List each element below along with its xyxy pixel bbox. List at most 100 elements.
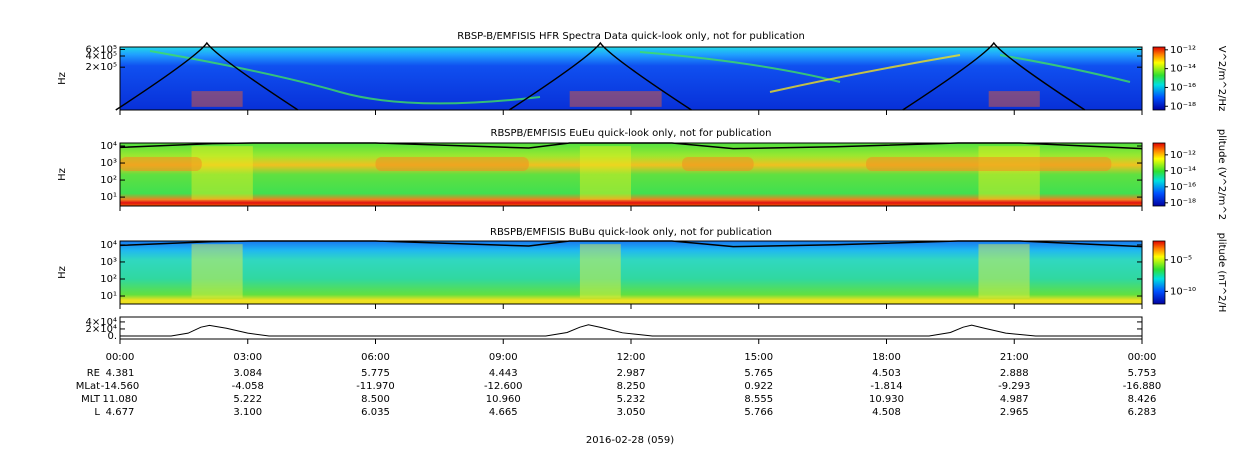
burst bbox=[579, 146, 631, 200]
panel-title: RBSPB/EMFISIS EuEu quick-look only, not … bbox=[491, 128, 772, 139]
panel-title: RBSPB/EMFISIS BuBu quick-look only, not … bbox=[490, 227, 772, 238]
ephemeris-value: 10.960 bbox=[486, 394, 521, 405]
emission-trace bbox=[999, 54, 1131, 83]
x-tick-label: 18:00 bbox=[872, 352, 901, 363]
burst bbox=[191, 91, 243, 107]
ephemeris-value: 5.222 bbox=[233, 394, 262, 405]
cyclotron-curve bbox=[508, 41, 692, 111]
emission-trace bbox=[639, 51, 841, 83]
ephemeris-value: 8.250 bbox=[617, 381, 646, 392]
colorbar-tick-label: 10⁻¹⁸ bbox=[1170, 101, 1196, 112]
ephemeris-value: 6.283 bbox=[1128, 407, 1157, 418]
x-tick-label: 06:00 bbox=[361, 352, 390, 363]
ephemeris-value: -16.880 bbox=[1123, 381, 1162, 392]
ephemeris-value: 0.922 bbox=[744, 381, 773, 392]
ephemeris-value: 2.965 bbox=[1000, 407, 1029, 418]
burst bbox=[191, 244, 243, 298]
ephemeris-value: 4.503 bbox=[872, 368, 901, 379]
band bbox=[120, 157, 202, 171]
colorbar-tick-label: 10⁻¹⁴ bbox=[1170, 166, 1196, 177]
y-tick-label: 10³ bbox=[100, 158, 117, 169]
ephemeris-value: -4.058 bbox=[232, 381, 264, 392]
x-tick-label: 09:00 bbox=[489, 352, 518, 363]
ephemeris-value: -1.814 bbox=[870, 381, 902, 392]
y-tick-label: 10³ bbox=[100, 257, 117, 268]
ephemeris-value: 5.766 bbox=[744, 407, 773, 418]
ephemeris-value: 3.050 bbox=[617, 407, 646, 418]
y-tick-label: 10¹ bbox=[100, 291, 117, 302]
ephemeris-value: 11.080 bbox=[103, 394, 138, 405]
x-tick-label: 00:00 bbox=[1128, 352, 1157, 363]
colorbar-tick-label: 10⁻⁵ bbox=[1170, 255, 1192, 266]
emission-trace bbox=[149, 50, 541, 105]
y-tick-label: 10⁴ bbox=[100, 141, 117, 152]
ephemeris-value: 4.987 bbox=[1000, 394, 1029, 405]
ephemeris-value: 8.555 bbox=[744, 394, 773, 405]
ephemeris-value: 2.987 bbox=[617, 368, 646, 379]
ephemeris-label: L bbox=[94, 407, 100, 418]
y-tick-label: 2×10⁴ bbox=[86, 324, 117, 335]
colorbar bbox=[1152, 240, 1166, 305]
band bbox=[375, 157, 529, 171]
x-tick-label: 21:00 bbox=[1000, 352, 1029, 363]
y-axis-label: Hz bbox=[57, 72, 68, 85]
y-tick-label: 4×10⁵ bbox=[86, 51, 117, 62]
y-tick-label: 2×10⁵ bbox=[86, 62, 117, 73]
ephemeris-label: MLat bbox=[76, 381, 100, 392]
colorbar bbox=[1152, 142, 1166, 207]
colorbar-tick-label: 10⁻¹⁴ bbox=[1170, 64, 1196, 75]
burst bbox=[579, 244, 621, 298]
colorbar-tick-label: 10⁻¹⁶ bbox=[1170, 82, 1196, 93]
y-tick-label: 0. bbox=[107, 331, 117, 342]
colorbar-tick-label: 10⁻¹² bbox=[1170, 45, 1196, 56]
ephemeris-label: RE bbox=[87, 368, 100, 379]
ephemeris-value: 4.381 bbox=[106, 368, 135, 379]
cyclotron-curve bbox=[115, 41, 299, 111]
ephemeris-value: 5.232 bbox=[617, 394, 646, 405]
colorbar-label: plitude (V^2/m^2 bbox=[1216, 129, 1227, 220]
colorbar-label: V^2/m^2/Hz bbox=[1216, 46, 1227, 112]
ephemeris-value: 5.765 bbox=[744, 368, 773, 379]
ephemeris-value: 5.753 bbox=[1128, 368, 1157, 379]
x-tick-label: 15:00 bbox=[744, 352, 773, 363]
colorbar-tick-label: 10⁻¹⁰ bbox=[1170, 286, 1196, 297]
ephemeris-value: -12.600 bbox=[484, 381, 523, 392]
colorbar-tick-label: 10⁻¹⁸ bbox=[1170, 198, 1196, 209]
ephemeris-value: -14.560 bbox=[101, 381, 140, 392]
colorbar-tick-label: 10⁻¹² bbox=[1170, 150, 1196, 161]
burst bbox=[988, 91, 1040, 107]
ephemeris-value: 8.426 bbox=[1128, 394, 1157, 405]
ephemeris-value: 3.084 bbox=[233, 368, 262, 379]
ephemeris-value: -11.970 bbox=[356, 381, 395, 392]
ephemeris-value: 4.443 bbox=[489, 368, 518, 379]
colorbar-label: plitude (nT^2/H bbox=[1216, 233, 1227, 313]
ephemeris-value: 6.035 bbox=[361, 407, 390, 418]
y-tick-label: 6×10⁵ bbox=[86, 44, 117, 55]
ephemeris-value: 10.930 bbox=[869, 394, 904, 405]
emission-trace bbox=[769, 54, 961, 93]
band bbox=[682, 157, 754, 171]
y-axis-label: Hz bbox=[57, 266, 68, 279]
ephemeris-value: 2.888 bbox=[1000, 368, 1029, 379]
spectrogram-image bbox=[120, 143, 1142, 206]
ephemeris-label: MLT bbox=[81, 394, 101, 405]
y-tick-label: 10¹ bbox=[100, 192, 117, 203]
y-tick-label: 10⁴ bbox=[100, 240, 117, 251]
x-tick-label: 12:00 bbox=[617, 352, 646, 363]
ephemeris-value: 4.665 bbox=[489, 407, 518, 418]
ephemeris-value: -9.293 bbox=[998, 381, 1030, 392]
colorbar-tick-label: 10⁻¹⁶ bbox=[1170, 182, 1196, 193]
burst bbox=[978, 146, 1040, 200]
y-tick-label: 4×10⁴ bbox=[86, 317, 117, 328]
ephemeris-value: 4.508 bbox=[872, 407, 901, 418]
burst bbox=[569, 91, 662, 107]
ephemeris-value: 8.500 bbox=[361, 394, 390, 405]
band bbox=[866, 157, 1112, 171]
ephemeris-value: 4.677 bbox=[106, 407, 135, 418]
burst bbox=[978, 244, 1030, 298]
y-tick-label: 10² bbox=[100, 274, 117, 285]
y-axis-label: Hz bbox=[57, 168, 68, 181]
date-label: 2016-02-28 (059) bbox=[586, 435, 674, 446]
cyclotron-curve bbox=[902, 41, 1086, 111]
